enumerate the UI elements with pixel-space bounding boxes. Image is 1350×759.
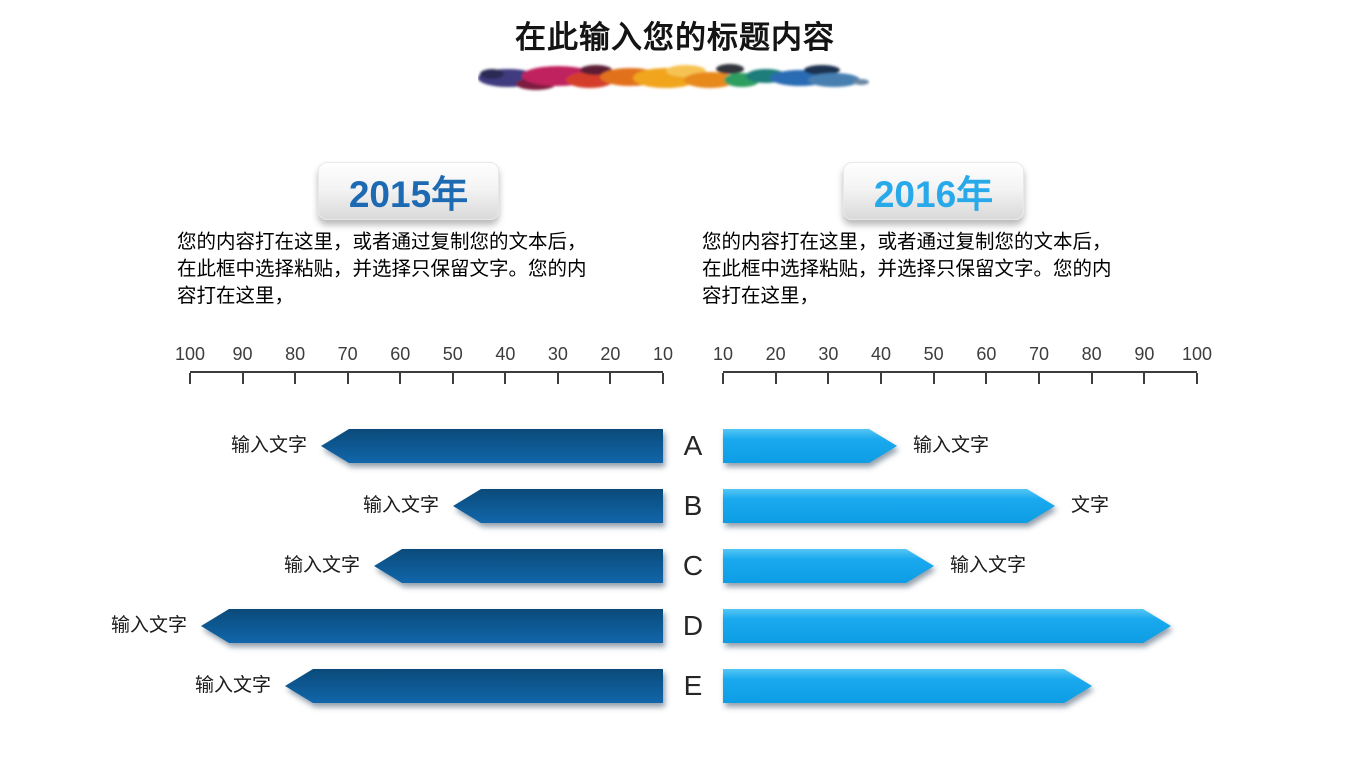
bar-label-left: 输入文字: [194, 675, 271, 696]
bar-label-left: 输入文字: [362, 495, 439, 516]
bar-right-fill: [723, 609, 1171, 643]
axis-tick: [827, 373, 830, 384]
axis-tick: [556, 373, 559, 384]
bar-left-fill: [285, 669, 663, 703]
axis-tick-label: 90: [232, 344, 253, 364]
axis-tick-label: 100: [174, 344, 206, 364]
axis-tick: [932, 373, 935, 384]
bar-right-E: [723, 669, 1092, 703]
axis-tick: [241, 373, 244, 384]
axis-tick-label: 20: [600, 344, 621, 364]
axis-tick-label: 70: [1028, 344, 1049, 364]
category-letter: E: [683, 670, 703, 701]
axis-tick-label: 50: [442, 344, 463, 364]
bar-left-A: [321, 429, 663, 463]
axis-tick-label: 90: [1134, 344, 1155, 364]
axis-tick-label: 20: [765, 344, 786, 364]
axis-tick: [451, 373, 454, 384]
bar-left-fill: [201, 609, 663, 643]
body-text-2016: 您的内容打在这里，或者通过复制您的文本后， 在此框中选择粘贴，并选择只保留文字。…: [702, 231, 1112, 307]
bar-right-fill: [723, 489, 1055, 523]
year-badge-2016-label: 2016年: [873, 174, 994, 215]
bar-left-fill: [374, 549, 663, 583]
splash-blob: [853, 79, 869, 85]
axis-tick: [1196, 373, 1198, 384]
axis-tick: [346, 373, 349, 384]
bar-left-B: [453, 489, 663, 523]
bar-right-B: [723, 489, 1055, 523]
bar-label-left: 输入文字: [283, 555, 360, 576]
axis-tick: [774, 373, 777, 384]
axis-tick: [1090, 373, 1093, 384]
axis-tick: [662, 373, 664, 384]
axis-tick: [609, 373, 612, 384]
splash-blob: [804, 65, 840, 75]
axis-tick: [722, 373, 724, 384]
axis-tick-label: 40: [495, 344, 516, 364]
axis-tick: [294, 373, 297, 384]
axis-tick: [399, 373, 402, 384]
bar-right-fill: [723, 549, 934, 583]
body-text-2015: 您的内容打在这里，或者通过复制您的文本后， 在此框中选择粘贴，并选择只保留文字。…: [177, 231, 587, 307]
axis-tick: [985, 373, 988, 384]
axis-tick: [1037, 373, 1040, 384]
category-letter: B: [683, 490, 703, 521]
year-badge-2016: 2016年: [843, 162, 1024, 220]
bar-left-fill: [453, 489, 663, 523]
paint-splash-decoration: [478, 64, 869, 90]
bar-right-fill: [723, 669, 1092, 703]
bar-label-right: 文字: [1071, 495, 1110, 516]
bar-label-left: 输入文字: [110, 615, 187, 636]
bar-right-C: [723, 549, 934, 583]
axis-tick: [879, 373, 882, 384]
axis-tick-label: 10: [712, 344, 734, 364]
axis-tick-label: 10: [652, 344, 674, 364]
category-letter: A: [683, 430, 703, 461]
bar-left-E: [285, 669, 663, 703]
axis-tick-label: 80: [1081, 344, 1102, 364]
axis-tick: [1143, 373, 1146, 384]
axis-tick-label: 70: [337, 344, 358, 364]
axis-tick-label: 60: [976, 344, 997, 364]
year-badge-2015: 2015年: [318, 162, 499, 220]
axis-tick-label: 80: [285, 344, 306, 364]
bar-label-right: 输入文字: [913, 435, 990, 456]
bar-left-fill: [321, 429, 663, 463]
category-letter: C: [682, 550, 704, 581]
axis-tick-label: 40: [870, 344, 891, 364]
splash-blob: [480, 69, 504, 79]
axis-tick-label: 30: [818, 344, 839, 364]
axis-tick-label: 60: [390, 344, 411, 364]
right-value-axis: 10 20 30 40 50 60 70 80 90 100: [713, 344, 1212, 384]
axis-tick-label: 100: [1181, 344, 1213, 364]
bar-left-D: [201, 609, 663, 643]
page-title: 在此输入您的标题内容: [515, 20, 835, 55]
bar-right-D: [723, 609, 1171, 643]
splash-blob: [716, 64, 744, 74]
year-badge-2015-label: 2015年: [348, 174, 469, 215]
bar-label-right: 输入文字: [950, 555, 1027, 576]
splash-blob: [808, 73, 860, 87]
axis-tick-label: 50: [923, 344, 944, 364]
axis-tick: [189, 373, 191, 384]
splash-blob: [580, 65, 612, 75]
bar-right-A: [723, 429, 897, 463]
category-letter: D: [682, 610, 704, 641]
axis-tick: [504, 373, 507, 384]
left-value-axis: 100 90 80 70 60 50 40 30 20 10: [175, 344, 673, 384]
axis-tick-label: 30: [547, 344, 568, 364]
bar-label-left: 输入文字: [230, 435, 307, 456]
bar-left-C: [374, 549, 663, 583]
splash-blob: [684, 72, 736, 88]
bar-right-fill: [723, 429, 897, 463]
